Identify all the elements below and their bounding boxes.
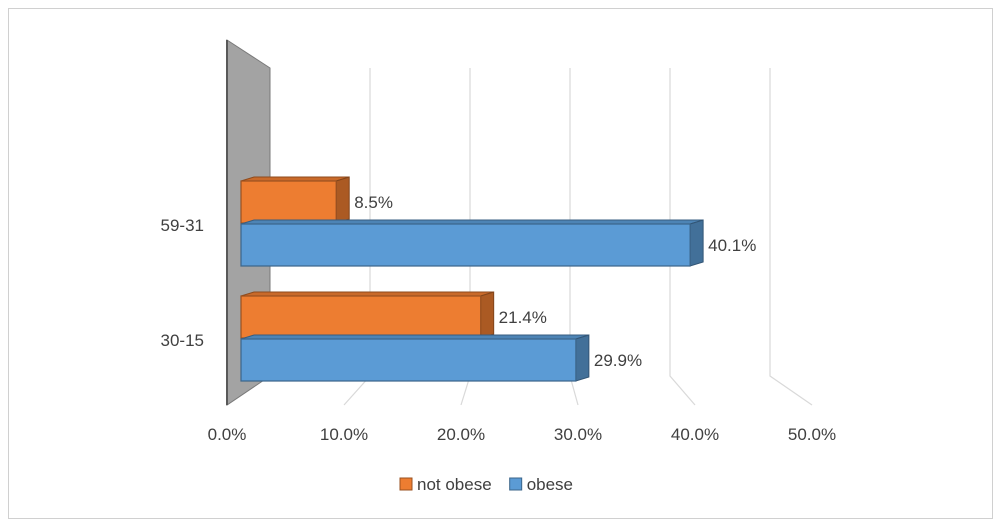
bar-front-face [241,224,690,266]
bar-front-face [241,181,336,223]
legend-label: not obese [417,475,492,494]
x-tick-label: 0.0% [208,425,247,444]
x-tick-label: 50.0% [788,425,836,444]
bar-end-face [481,292,494,338]
data-label: 40.1% [708,236,756,255]
bar-end-face [576,335,589,381]
bar-top-face [241,335,589,339]
data-label: 29.9% [594,351,642,370]
legend-swatch [510,478,522,490]
bar-not-obese-59-31 [241,177,349,223]
bar-front-face [241,339,576,381]
bar-end-face [336,177,349,223]
bar-top-face [241,177,349,181]
bar-top-face [241,220,703,224]
bar-obese-59-31 [241,220,703,266]
bar-front-face [241,296,481,338]
x-tick-label: 30.0% [554,425,602,444]
y-tick-label: 59-31 [161,216,204,235]
legend-label: obese [527,475,573,494]
bar-top-face [241,292,494,296]
bar-end-face [690,220,703,266]
x-tick-label: 10.0% [320,425,368,444]
legend-swatch [400,478,412,490]
data-label: 8.5% [354,193,393,212]
bar-obese-30-15 [241,335,589,381]
x-tick-label: 40.0% [671,425,719,444]
x-tick-label: 20.0% [437,425,485,444]
bar-not-obese-30-15 [241,292,494,338]
y-tick-label: 30-15 [161,331,204,350]
legend: not obese obese [400,475,573,494]
data-label: 21.4% [499,308,547,327]
